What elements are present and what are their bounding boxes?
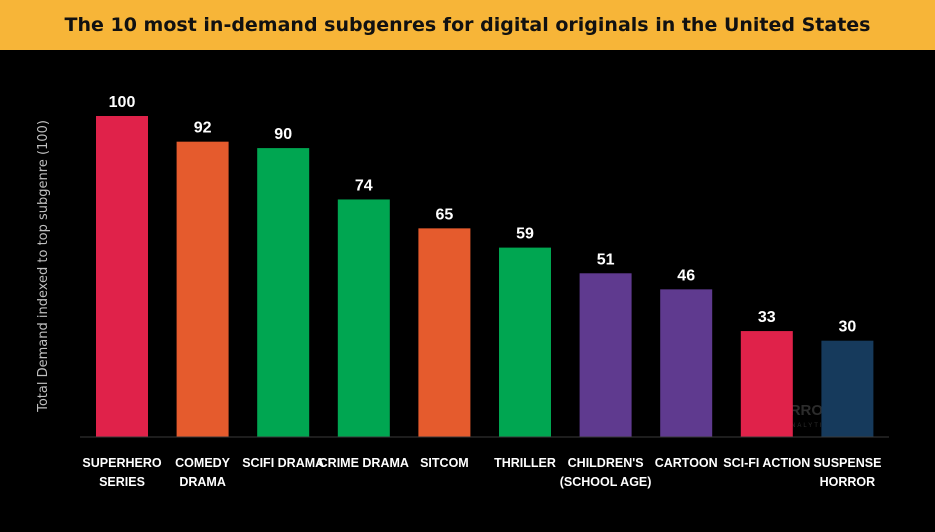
bar-2 (257, 148, 310, 437)
category-label-6-1: (SCHOOL AGE) (560, 475, 652, 489)
category-label-6-0: CHILDREN'S (568, 456, 644, 470)
value-label-2: 90 (274, 126, 292, 143)
category-label-1-0: COMEDY (175, 456, 231, 470)
value-label-1: 92 (194, 120, 212, 137)
watermark-subtext: ANALYTICS (785, 423, 836, 429)
bar-8 (740, 331, 793, 437)
category-label-5-0: THRILLER (494, 456, 556, 470)
value-label-5: 59 (516, 226, 534, 243)
category-label-3-0: CRIME DRAMA (319, 456, 409, 470)
bar-5 (499, 247, 551, 437)
category-label-9-0: SUSPENSE (813, 456, 881, 470)
category-label-1-1: DRAMA (179, 475, 226, 489)
y-axis-label: Total Demand indexed to top subgenre (10… (36, 120, 51, 413)
value-label-3: 74 (355, 177, 373, 194)
value-label-7: 46 (677, 267, 695, 284)
category-label-7-0: CARTOON (655, 456, 718, 470)
bar-0 (96, 116, 148, 437)
bar-3 (337, 199, 390, 437)
value-label-6: 51 (597, 251, 615, 268)
bar-9 (821, 340, 874, 437)
category-label-0-0: SUPERHERO (82, 456, 161, 470)
bar-4 (418, 228, 471, 437)
value-label-0: 100 (109, 94, 136, 111)
chart-title: The 10 most in-demand subgenres for digi… (64, 14, 871, 36)
category-label-4-0: SITCOM (420, 456, 469, 470)
category-label-0-1: SERIES (99, 475, 145, 489)
bar-7 (660, 289, 713, 437)
value-label-9: 30 (839, 319, 857, 336)
bar-1 (176, 141, 229, 437)
title-bar: The 10 most in-demand subgenres for digi… (0, 0, 935, 50)
bar-6 (579, 273, 632, 437)
value-label-8: 33 (758, 309, 776, 326)
category-label-9-1: HORROR (820, 475, 876, 489)
value-label-4: 65 (436, 206, 454, 223)
category-label-2-0: SCIFI DRAMA (242, 456, 324, 470)
category-label-8-0: SCI-FI ACTION (723, 456, 810, 470)
